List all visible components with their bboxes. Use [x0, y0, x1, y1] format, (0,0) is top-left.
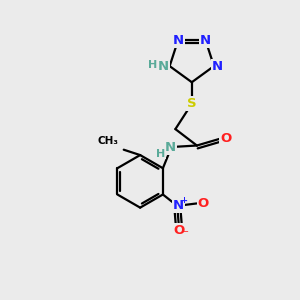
Text: N: N	[212, 60, 223, 73]
Text: ⁻: ⁻	[182, 229, 188, 239]
Text: +: +	[180, 196, 187, 205]
Text: S: S	[187, 97, 196, 110]
Text: N: N	[158, 60, 169, 73]
Text: H: H	[155, 148, 165, 159]
Text: N: N	[173, 199, 184, 212]
Text: N: N	[172, 34, 184, 46]
Text: O: O	[173, 224, 184, 237]
Text: O: O	[220, 132, 232, 145]
Text: H: H	[148, 60, 157, 70]
Text: N: N	[165, 140, 176, 154]
Text: O: O	[198, 197, 209, 210]
Text: CH₃: CH₃	[97, 136, 118, 146]
Text: N: N	[200, 34, 211, 46]
